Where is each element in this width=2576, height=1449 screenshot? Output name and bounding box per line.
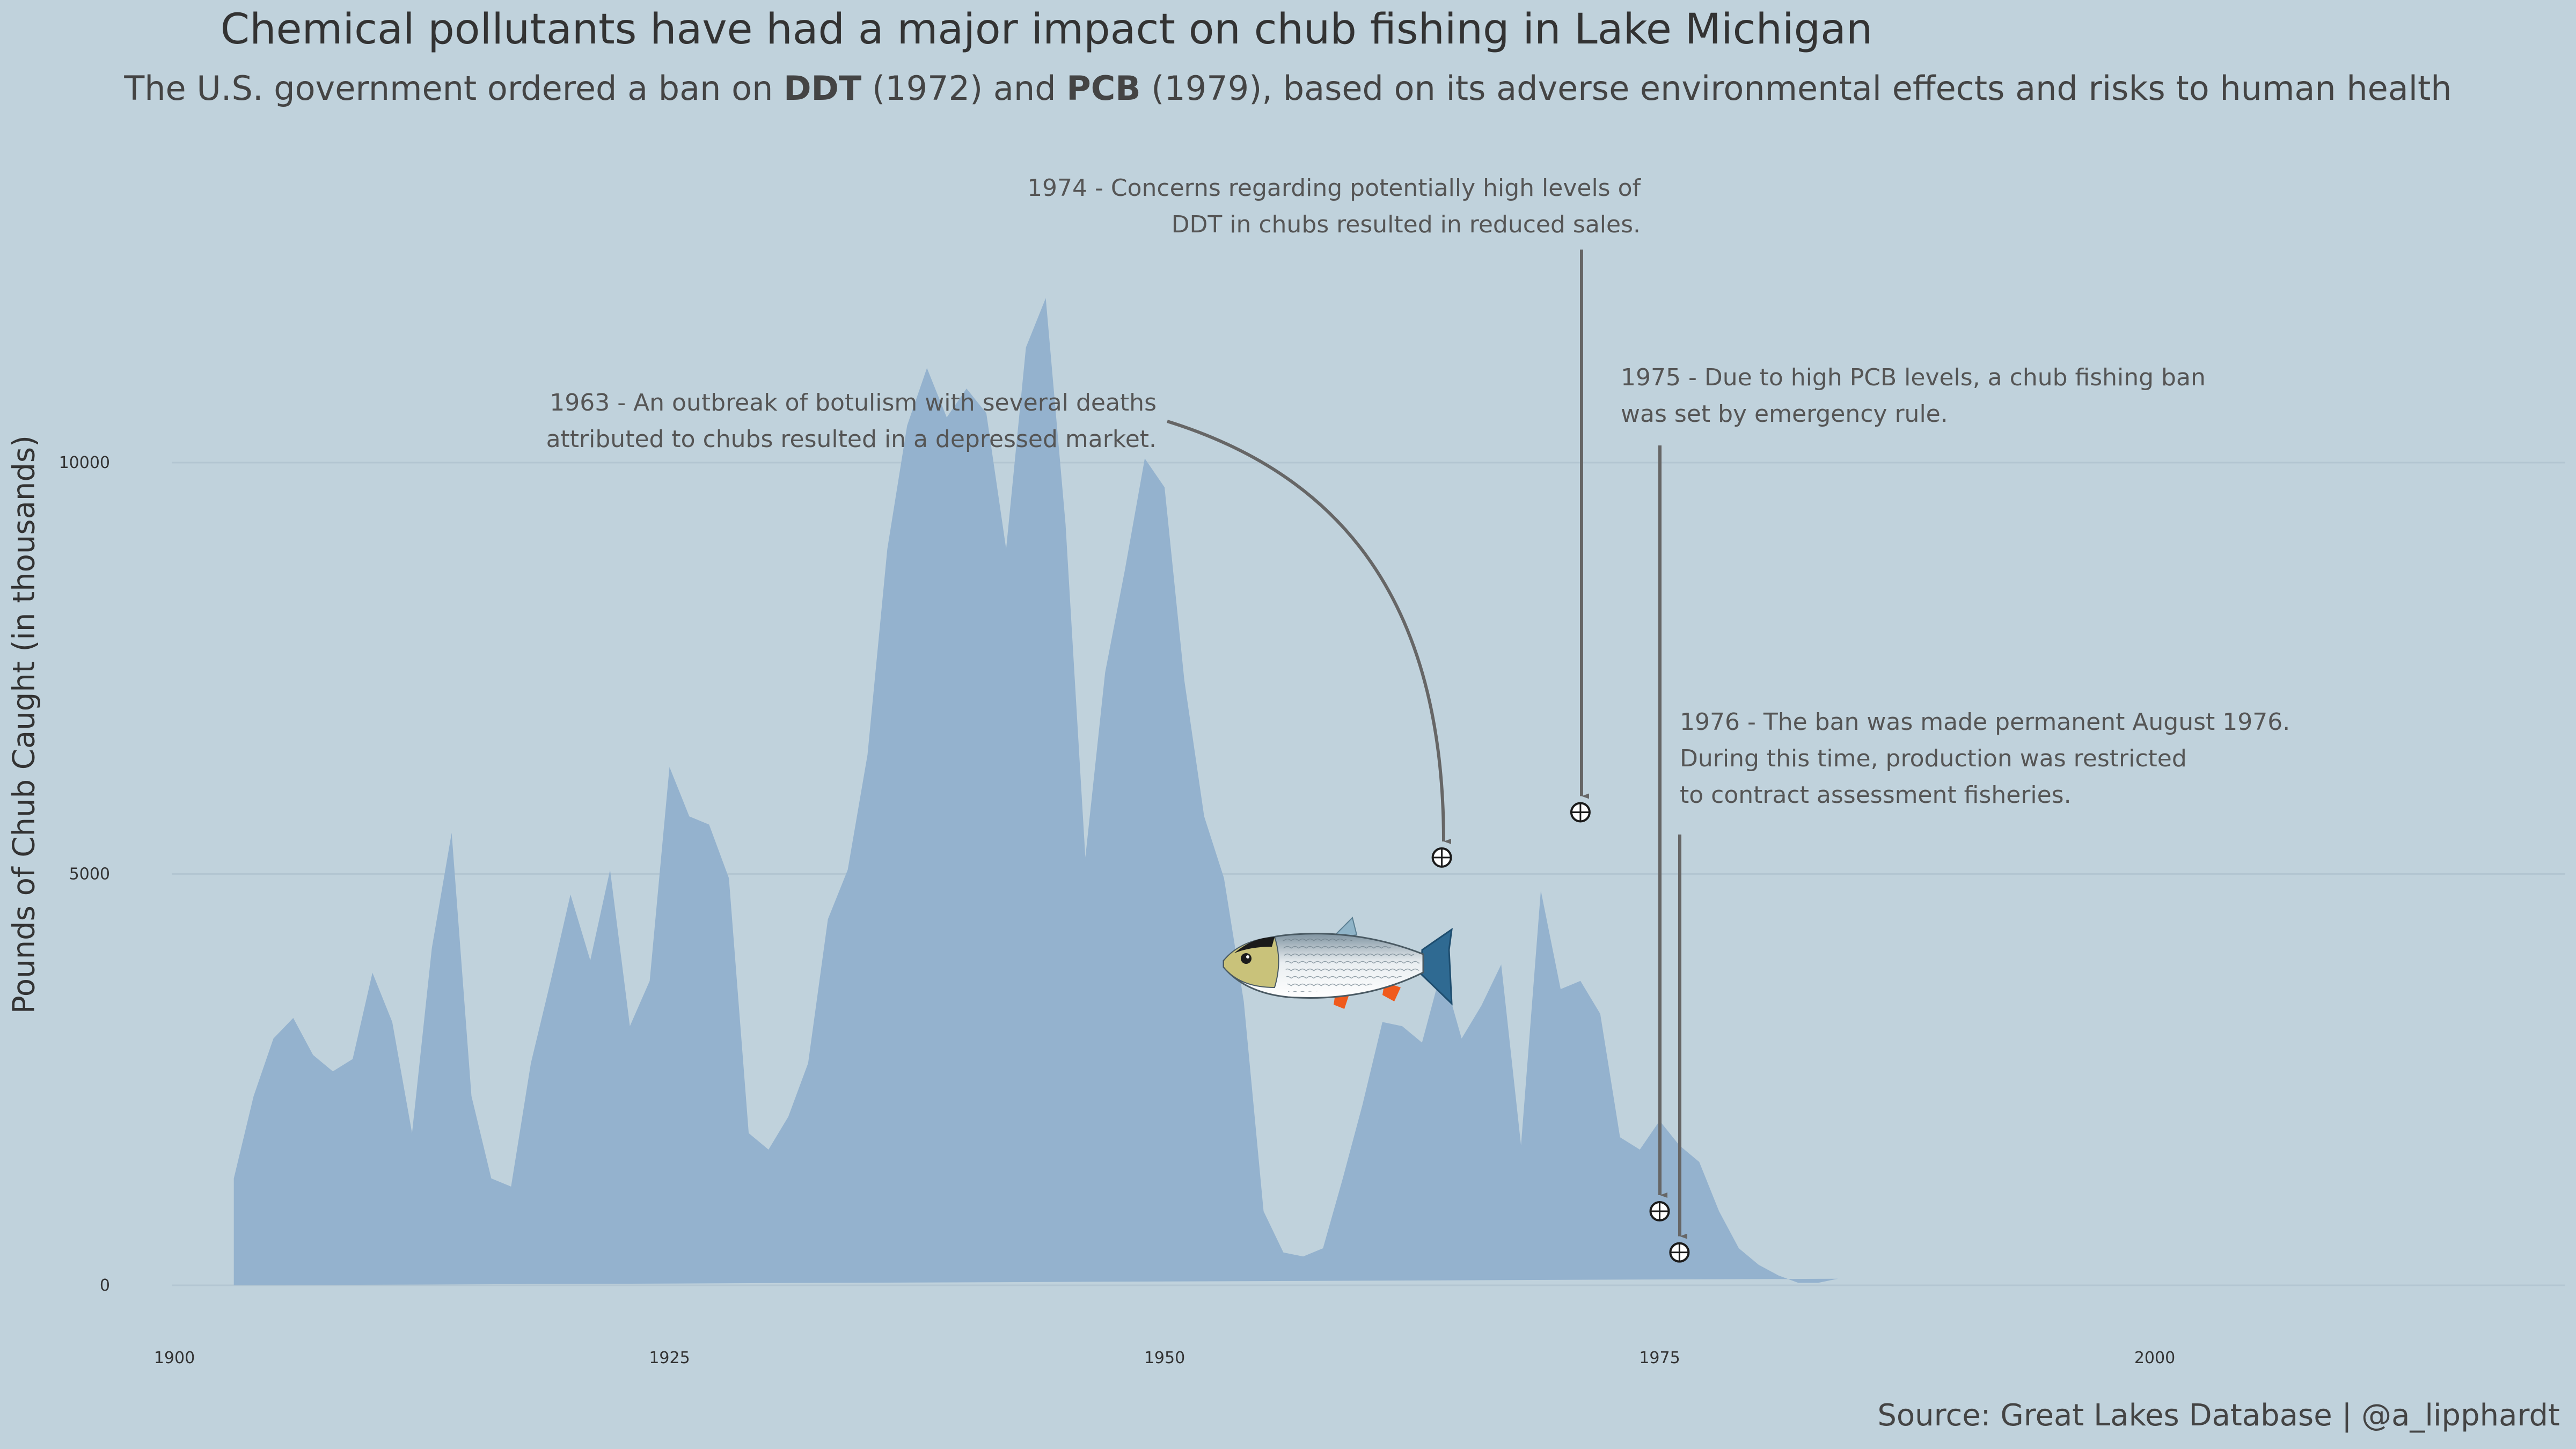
y-tick-label: 0: [100, 1276, 110, 1295]
chub-fish-illustration: [1224, 918, 1452, 1009]
highlight-point: [1651, 1202, 1669, 1220]
annotation-text: 1976 - The ban was made permanent August…: [1680, 708, 2290, 809]
annotation-line: to contract assessment fisheries.: [1680, 781, 2072, 809]
annotation-text: 1975 - Due to high PCB levels, a chub fi…: [1621, 364, 2206, 428]
annotation-text: 1963 - An outbreak of botulism with seve…: [546, 389, 1157, 453]
highlight-point: [1670, 1243, 1688, 1262]
x-tick-label: 2000: [2134, 1349, 2175, 1367]
y-tick-label: 5000: [69, 865, 110, 884]
annotation-text: 1974 - Concerns regarding potentially hi…: [1027, 174, 1641, 238]
annotation-line: DDT in chubs resulted in reduced sales.: [1172, 211, 1641, 238]
annotation-line: attributed to chubs resulted in a depres…: [546, 426, 1157, 453]
annotation-arrow: [1167, 421, 1444, 841]
x-tick-label: 1925: [649, 1349, 690, 1367]
annotation-line: 1975 - Due to high PCB levels, a chub fi…: [1621, 364, 2206, 391]
annotation-line: 1974 - Concerns regarding potentially hi…: [1027, 174, 1641, 202]
highlight-point: [1571, 803, 1590, 822]
x-tick-label: 1900: [154, 1349, 195, 1367]
annotation-line: During this time, production was restric…: [1680, 745, 2187, 772]
annotation-line: 1976 - The ban was made permanent August…: [1680, 708, 2290, 736]
x-tick-label: 1975: [1639, 1349, 1680, 1367]
highlight-point: [1433, 848, 1451, 867]
x-tick-label: 1950: [1144, 1349, 1185, 1367]
annotation-line: 1963 - An outbreak of botulism with seve…: [550, 389, 1157, 416]
y-tick-label: 10000: [59, 453, 110, 472]
annotation-line: was set by emergency rule.: [1621, 400, 1948, 428]
